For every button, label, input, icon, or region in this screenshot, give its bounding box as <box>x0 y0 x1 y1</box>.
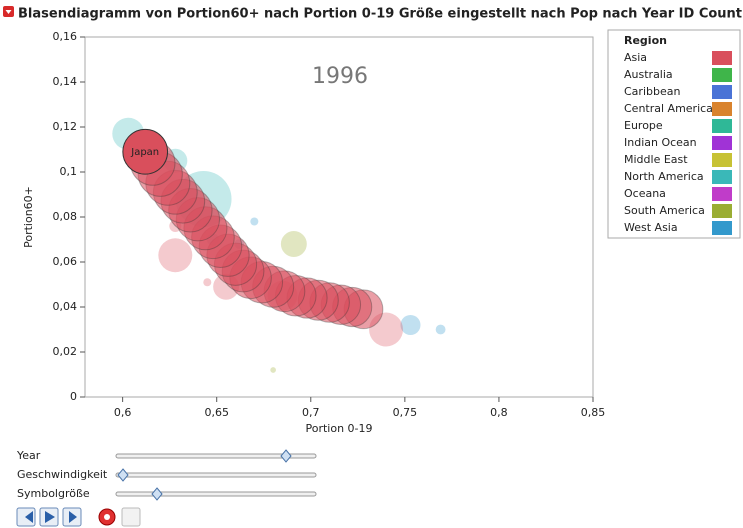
legend-swatch <box>712 119 732 133</box>
background-bubble <box>280 231 307 257</box>
legend-swatch <box>712 153 732 167</box>
window-title: Blasendiagramm von Portion60+ nach Porti… <box>18 7 743 22</box>
slider-label: Symbolgröße <box>17 487 90 500</box>
slider-label: Year <box>16 449 41 462</box>
y-tick-label: 0,16 <box>53 30 78 43</box>
y-axis-label: Portion60+ <box>22 186 35 248</box>
y-tick-label: 0,08 <box>53 210 78 223</box>
y-tick-label: 0,02 <box>53 345 78 358</box>
y-tick-label: 0,14 <box>53 75 78 88</box>
slider-track <box>115 491 317 497</box>
x-tick-label: 0,65 <box>204 406 229 419</box>
record-dot <box>104 514 110 520</box>
save-button[interactable] <box>121 507 141 527</box>
x-tick-label: 0,85 <box>581 406 606 419</box>
legend-swatch <box>712 187 732 201</box>
plot-frame <box>84 36 594 398</box>
slider-label: Geschwindigkeit <box>17 468 108 481</box>
legend-label: South America <box>624 204 705 217</box>
disclosure-icon <box>5 10 12 14</box>
legend-label: Middle East <box>624 153 688 166</box>
legend-title: Region <box>624 34 667 47</box>
legend-label: Europe <box>624 119 663 132</box>
legend-label: Asia <box>624 51 647 64</box>
background-bubble <box>250 217 259 226</box>
legend-swatch <box>712 221 732 235</box>
legend-swatch <box>712 136 732 150</box>
y-tick-label: 0 <box>70 390 77 403</box>
legend-label: West Asia <box>624 221 678 234</box>
x-tick-label: 0,75 <box>393 406 418 419</box>
legend-swatch <box>712 102 732 116</box>
legend-label: Oceana <box>624 187 666 200</box>
slider-knob[interactable] <box>280 449 292 463</box>
plot: 1996 Japan <box>112 64 446 373</box>
background-bubble <box>203 278 212 287</box>
slider-track <box>115 453 317 459</box>
slider-knob[interactable] <box>117 468 129 482</box>
x-axis-label: Portion 0-19 <box>305 422 372 435</box>
year-annotation: 1996 <box>312 64 368 89</box>
bubble <box>122 128 169 175</box>
play-button-icon <box>45 511 55 523</box>
y-tick-label: 0,04 <box>53 300 78 313</box>
background-bubble <box>270 367 276 373</box>
y-tick-label: 0,06 <box>53 255 78 268</box>
legend-label: Central America <box>624 102 713 115</box>
controls: Year Geschwindigkeit Symbolgröße <box>16 449 317 527</box>
legend-label: Caribbean <box>624 85 680 98</box>
legend-swatch <box>712 68 732 82</box>
y-tick-label: 0,1 <box>60 165 78 178</box>
legend-swatch <box>712 85 732 99</box>
legend-label: North America <box>624 170 704 183</box>
legend-swatch <box>712 51 732 65</box>
step-back-button-icon <box>22 511 33 523</box>
background-bubble <box>400 315 421 335</box>
background-bubble <box>158 238 193 273</box>
y-tick-label: 0,12 <box>53 120 78 133</box>
x-tick-label: 0,7 <box>302 406 320 419</box>
legend-swatch <box>712 204 732 218</box>
slider-knob[interactable] <box>151 487 163 501</box>
x-tick-label: 0,6 <box>114 406 132 419</box>
slider-track <box>115 472 317 478</box>
legend-label: Indian Ocean <box>624 136 697 149</box>
legend-swatch <box>712 170 732 184</box>
background-bubble <box>435 324 446 335</box>
step-forward-button-icon <box>69 511 79 523</box>
bubble-label: Japan <box>130 147 159 158</box>
x-tick-label: 0,8 <box>490 406 508 419</box>
legend-label: Australia <box>624 68 673 81</box>
